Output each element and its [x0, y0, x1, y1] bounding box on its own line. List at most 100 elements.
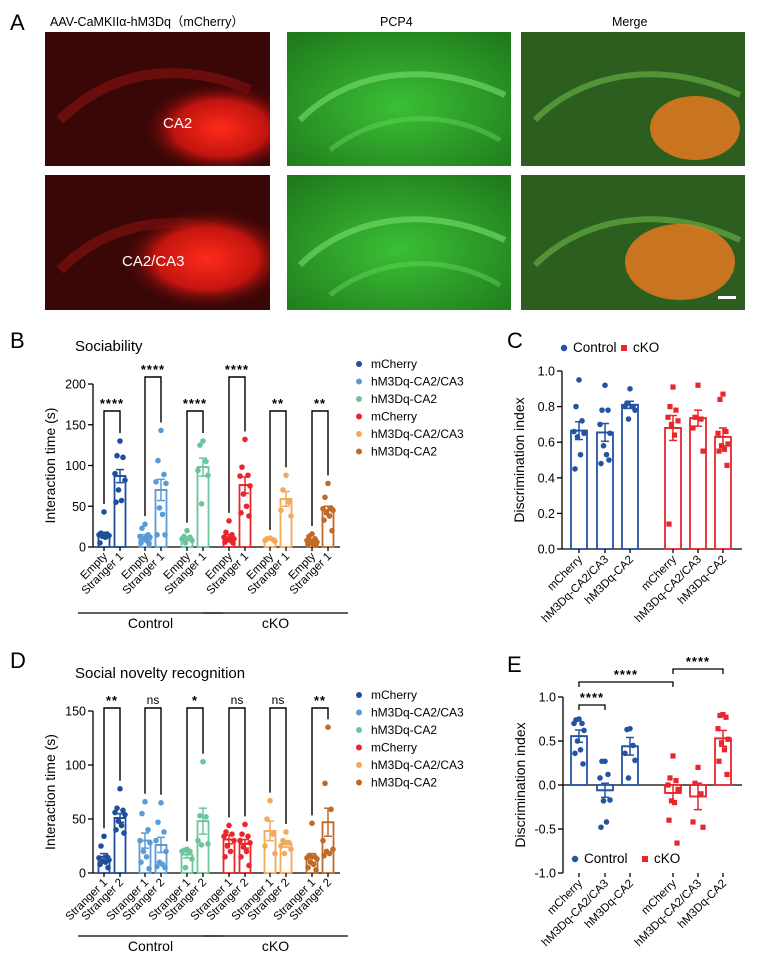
- data-point: [113, 827, 119, 833]
- data-point: [102, 859, 109, 865]
- panel-label-d: D: [10, 648, 26, 673]
- significance-bracket: [103, 410, 121, 504]
- data-point: [154, 863, 160, 870]
- data-point: [197, 812, 203, 819]
- significance-label: ****: [580, 690, 604, 705]
- y-tick-label: 200: [65, 378, 86, 392]
- data-point: [189, 856, 195, 862]
- significance-label: **: [106, 693, 118, 708]
- legend-label: hM3Dq-CA2: [371, 776, 437, 790]
- data-point: [117, 785, 123, 792]
- data-point: [224, 843, 231, 849]
- y-tick-label: 0.0: [538, 543, 555, 557]
- data-point: [155, 457, 161, 464]
- data-point: [101, 833, 107, 840]
- region-label-ca2-ca3: CA2/CA3: [122, 253, 185, 270]
- y-tick-label: 0: [79, 867, 86, 881]
- data-point: [322, 494, 328, 501]
- legend-label: hM3Dq-CA2/CA3: [371, 706, 464, 720]
- data-point: [313, 866, 319, 873]
- chart-social-novelty: 0 50 100 150 Interaction time (s) Social nove…: [42, 665, 464, 954]
- bar: [570, 429, 588, 550]
- data-point: [674, 840, 680, 846]
- data-point: [222, 539, 228, 545]
- data-point: [690, 819, 696, 825]
- data-point: [603, 819, 610, 825]
- micrograph-merge-ca2: [521, 32, 745, 166]
- y-tick-label: 0.0: [539, 779, 556, 793]
- y-tick-label: 0: [79, 541, 86, 555]
- data-point: [146, 865, 152, 872]
- data-point: [223, 529, 229, 536]
- data-point: [243, 503, 250, 510]
- data-point: [198, 501, 205, 507]
- data-point: [205, 472, 211, 479]
- data-point: [579, 418, 585, 424]
- group-label: cKO: [262, 938, 289, 954]
- data-point: [723, 714, 729, 720]
- data-point: [146, 540, 152, 547]
- significance-label: ****: [183, 396, 207, 411]
- legend-marker: [571, 855, 579, 863]
- data-point: [599, 758, 605, 765]
- data-point: [158, 427, 164, 434]
- data-point: [113, 499, 119, 505]
- legend-marker: [356, 361, 362, 367]
- legend-label: mCherry: [371, 741, 417, 755]
- data-point: [120, 807, 126, 814]
- data-point: [720, 391, 726, 397]
- data-point: [665, 414, 671, 420]
- data-point: [200, 438, 206, 444]
- bar: [570, 735, 588, 786]
- data-point: [671, 432, 678, 438]
- data-point: [690, 425, 696, 431]
- data-point: [321, 517, 327, 523]
- column-title-pcp4: PCP4: [380, 15, 413, 29]
- data-point: [603, 451, 610, 458]
- data-point: [121, 830, 127, 836]
- data-point: [122, 811, 128, 818]
- data-point: [138, 859, 144, 865]
- data-point: [310, 861, 317, 868]
- data-point: [221, 833, 227, 840]
- data-point: [675, 418, 681, 424]
- significance-bracket: [144, 707, 162, 795]
- data-point: [195, 837, 201, 844]
- data-point: [118, 497, 125, 504]
- data-point: [326, 850, 333, 857]
- legend-marker: [356, 744, 362, 751]
- significance-bracket: [144, 376, 162, 517]
- data-point: [239, 464, 245, 470]
- data-point: [673, 778, 679, 784]
- column-title-mcherry: AAV-CaMKIIα-hM3Dq（mCherry）: [50, 15, 244, 29]
- data-point: [139, 525, 145, 532]
- y-tick-label: 100: [65, 459, 86, 473]
- data-point: [579, 720, 585, 727]
- legend-marker: [621, 345, 627, 351]
- data-point: [237, 837, 243, 844]
- panel-label-b: B: [10, 328, 25, 353]
- data-point: [627, 386, 633, 392]
- data-point: [154, 531, 160, 538]
- data-point: [162, 531, 168, 538]
- data-point: [237, 473, 243, 479]
- significance-bracket: [103, 707, 121, 829]
- column-title-merge: Merge: [612, 15, 647, 29]
- significance-label: ****: [686, 654, 710, 669]
- data-point: [98, 843, 104, 849]
- significance-label: **: [314, 693, 326, 708]
- data-point: [222, 854, 228, 860]
- chart-title: Sociability: [75, 338, 143, 355]
- data-point: [309, 820, 315, 827]
- data-point: [665, 782, 671, 788]
- data-point: [117, 438, 123, 444]
- data-point: [158, 800, 164, 806]
- significance-bracket: [186, 410, 204, 523]
- significance-label: ****: [100, 396, 124, 411]
- data-point: [267, 797, 273, 804]
- legend-label: hM3Dq-CA2: [371, 392, 437, 406]
- data-point: [142, 521, 148, 527]
- data-point: [198, 842, 205, 848]
- panel-label-a: A: [10, 10, 25, 35]
- data-point: [606, 457, 612, 463]
